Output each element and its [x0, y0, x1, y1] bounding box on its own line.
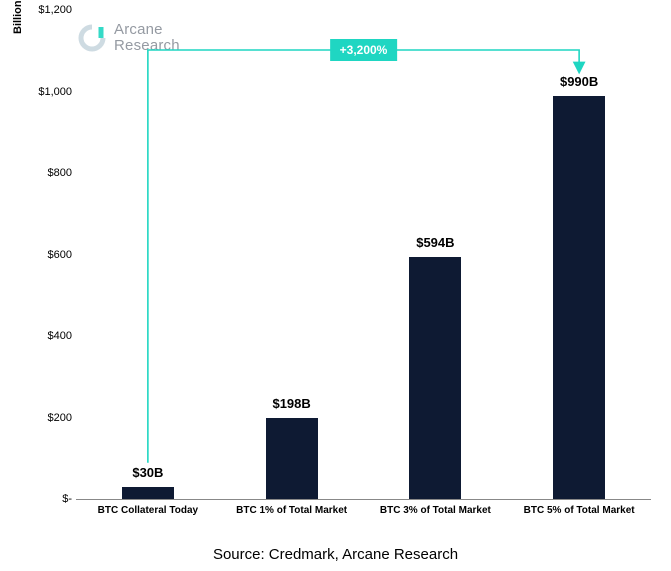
y-tick-label: $200 [28, 412, 72, 424]
y-tick-label: $400 [28, 330, 72, 342]
bar-value-label: $594B [416, 235, 454, 250]
category-label: BTC Collateral Today [98, 505, 198, 516]
bar-value-label: $30B [132, 465, 163, 480]
bar: $594B [409, 257, 461, 499]
bars-group: $30BBTC Collateral Today$198BBTC 1% of T… [76, 10, 651, 499]
plot-area: $30BBTC Collateral Today$198BBTC 1% of T… [76, 10, 651, 500]
y-tick-label: $1,000 [28, 86, 72, 98]
bar: $990B [553, 96, 605, 499]
y-tick-label: $800 [28, 167, 72, 179]
y-tick-label: $- [28, 493, 72, 505]
bar-slot: $30BBTC Collateral Today [76, 10, 220, 499]
category-label: BTC 1% of Total Market [236, 505, 347, 516]
category-label: BTC 5% of Total Market [524, 505, 635, 516]
bar-slot: $594BBTC 3% of Total Market [364, 10, 508, 499]
category-label: BTC 3% of Total Market [380, 505, 491, 516]
y-axis-title: Billions [12, 0, 24, 34]
bar-value-label: $990B [560, 74, 598, 89]
bar-value-label: $198B [272, 396, 310, 411]
bar-slot: $198BBTC 1% of Total Market [220, 10, 364, 499]
callout-badge: +3,200% [330, 39, 398, 61]
bar: $198B [266, 418, 318, 499]
bar: $30B [122, 487, 174, 499]
chart-container: Billions Arcane Research $30BBTC Collate… [26, 10, 661, 530]
bar-slot: $990BBTC 5% of Total Market [507, 10, 651, 499]
source-caption: Source: Credmark, Arcane Research [0, 546, 671, 563]
y-tick-label: $600 [28, 249, 72, 261]
y-tick-label: $1,200 [28, 4, 72, 16]
